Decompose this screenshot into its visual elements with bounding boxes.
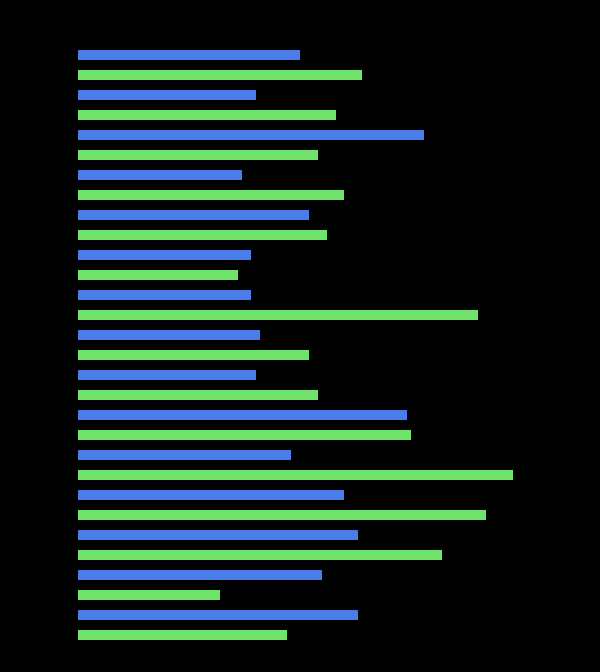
bar-2	[78, 90, 256, 100]
bar-15	[78, 350, 309, 360]
bar-19	[78, 430, 411, 440]
bar-4	[78, 130, 424, 140]
bar-8	[78, 210, 309, 220]
bar-26	[78, 570, 322, 580]
bar-18	[78, 410, 407, 420]
bar-10	[78, 250, 251, 260]
bar-27	[78, 590, 220, 600]
bar-6	[78, 170, 242, 180]
bar-21	[78, 470, 513, 480]
bar-7	[78, 190, 344, 200]
bar-28	[78, 610, 358, 620]
bar-13	[78, 310, 478, 320]
bar-3	[78, 110, 336, 120]
bar-25	[78, 550, 442, 560]
bar-29	[78, 630, 287, 640]
horizontal-bar-chart	[78, 50, 522, 636]
bar-17	[78, 390, 318, 400]
bar-24	[78, 530, 358, 540]
bar-11	[78, 270, 238, 280]
bar-14	[78, 330, 260, 340]
bar-0	[78, 50, 300, 60]
bar-20	[78, 450, 291, 460]
bar-22	[78, 490, 344, 500]
bar-5	[78, 150, 318, 160]
bar-9	[78, 230, 327, 240]
bar-23	[78, 510, 486, 520]
bar-1	[78, 70, 362, 80]
bar-12	[78, 290, 251, 300]
bar-16	[78, 370, 256, 380]
